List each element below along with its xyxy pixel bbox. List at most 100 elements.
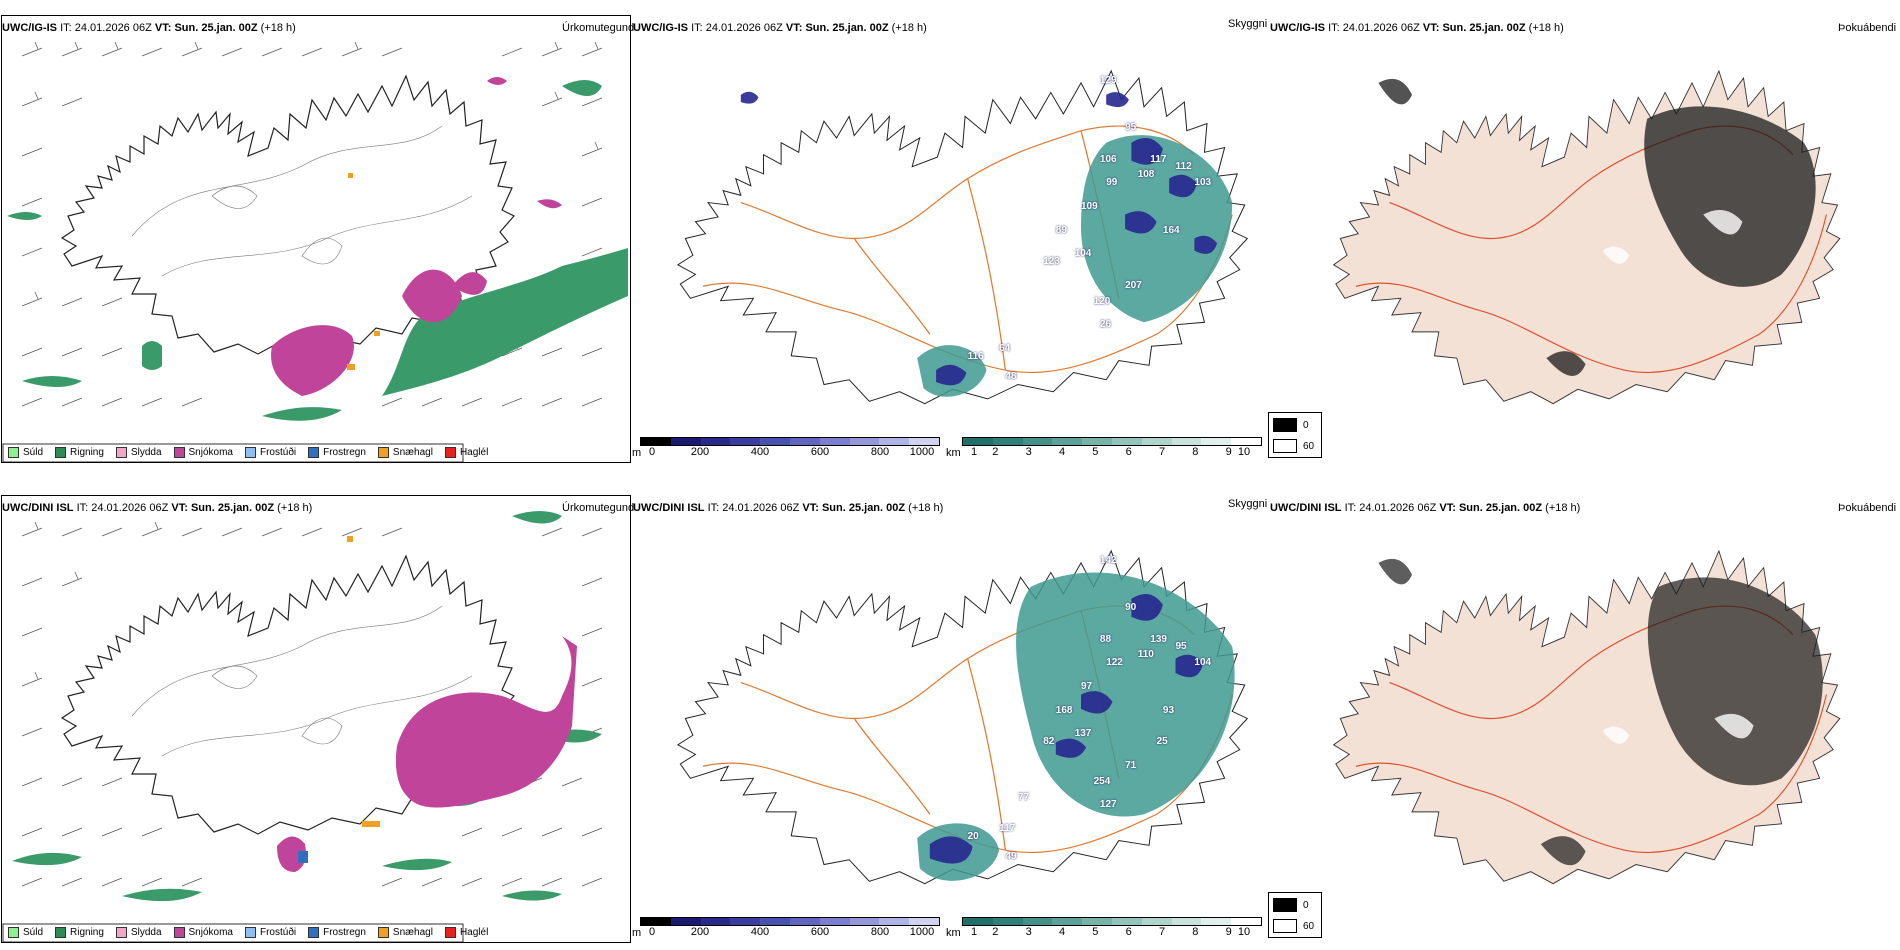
colorbar-cell bbox=[963, 438, 993, 445]
colorbar-cell bbox=[1052, 918, 1083, 925]
fog-swatch-light bbox=[1273, 919, 1297, 933]
height-colorbar-ticks: 0 200 400 600 800 1000 bbox=[640, 926, 940, 940]
visibility-value-label: 129 bbox=[1099, 74, 1117, 86]
visibility-panel-header: UWC/IG-IS IT: 24.01.2026 06Z VT: Sun. 25… bbox=[633, 22, 927, 34]
legend-swatch bbox=[8, 927, 19, 938]
fog-dense-areas bbox=[1378, 78, 1816, 376]
visibility-value-label: 90 bbox=[1125, 601, 1137, 613]
visibility-value-label: 64 bbox=[999, 343, 1011, 355]
colorbar-tick-label: 600 bbox=[810, 446, 830, 458]
legend-label: Frostregn bbox=[323, 447, 366, 458]
colorbar-cell bbox=[909, 918, 939, 925]
legend-label: Frostúði bbox=[259, 927, 297, 938]
model-name: UWC/DINI ISL bbox=[2, 502, 74, 514]
visibility-value-label: 26 bbox=[1099, 319, 1112, 331]
colorbar-cell bbox=[849, 438, 880, 445]
model-name: UWC/IG-IS bbox=[2, 22, 57, 34]
colorbar-tick-label: 3 bbox=[1025, 926, 1032, 938]
colorbar-cell bbox=[760, 438, 790, 445]
precip-type-map-svg bbox=[2, 511, 603, 943]
legend-item: Snjókoma bbox=[173, 927, 233, 938]
colorbar-tick-label: 10 bbox=[1237, 446, 1251, 458]
visibility-value-label: 99 bbox=[1106, 177, 1118, 189]
lead-time: (+18 h) bbox=[908, 502, 944, 514]
fog-legend-label: 0 bbox=[1303, 419, 1309, 431]
fog-map bbox=[1300, 515, 1860, 910]
road-network bbox=[702, 125, 1233, 374]
colorbar-cell bbox=[700, 918, 731, 925]
legend-item: Haglél bbox=[444, 447, 488, 458]
visibility-value-label: 82 bbox=[1043, 736, 1055, 748]
colorbar-tick-label: 1000 bbox=[909, 446, 935, 458]
it-value: 24.01.2026 06Z bbox=[91, 502, 169, 514]
colorbar-cell bbox=[1201, 438, 1232, 445]
distance-colorbar-bar bbox=[962, 917, 1262, 926]
fog-legend-label: 60 bbox=[1303, 920, 1315, 932]
colorbar-tick-label: 9 bbox=[1225, 926, 1232, 938]
distance-colorbar-unit: km bbox=[946, 447, 961, 459]
visibility-value-label: 109 bbox=[1081, 200, 1098, 212]
legend-item: Súld bbox=[8, 927, 43, 938]
colorbar-tick-label: 800 bbox=[870, 446, 890, 458]
model-name: UWC/IG-IS bbox=[633, 22, 688, 34]
legend-label: Snjókoma bbox=[188, 447, 233, 458]
visibility-value-label: 88 bbox=[1099, 633, 1112, 645]
distance-colorbar-bar bbox=[962, 437, 1262, 446]
precip-snow-areas bbox=[271, 77, 562, 396]
colorbar-cell bbox=[789, 918, 820, 925]
colorbar-cell bbox=[700, 438, 731, 445]
legend-label: Haglél bbox=[459, 927, 489, 938]
visibility-low-areas bbox=[929, 594, 1204, 864]
colorbar-cell bbox=[819, 438, 850, 445]
colorbar-cell bbox=[1171, 438, 1202, 445]
colorbar-tick-label: 10 bbox=[1237, 926, 1251, 938]
it-label: IT: bbox=[60, 22, 72, 34]
colorbar-tick-label: 0 bbox=[648, 446, 656, 458]
colorbar-tick-label: 7 bbox=[1158, 446, 1166, 458]
colorbar-tick-label: 0 bbox=[648, 926, 656, 938]
colorbar-cell bbox=[1201, 918, 1232, 925]
vt-value: Sun. 25.jan. 00Z bbox=[805, 22, 889, 34]
fog-legend-row: 0 bbox=[1273, 418, 1309, 432]
row-2: UWC/DINI ISL IT: 24.01.2026 06Z VT: Sun.… bbox=[0, 480, 1900, 950]
wind-barbs bbox=[21, 41, 603, 407]
it-label: IT: bbox=[1344, 502, 1357, 514]
colorbar-cell bbox=[879, 438, 910, 445]
legend-label: Snæhagl bbox=[392, 927, 433, 938]
colorbar-cell bbox=[670, 918, 701, 925]
visibility-value-label: 108 bbox=[1137, 169, 1155, 181]
fog-legend-row: 60 bbox=[1273, 919, 1314, 933]
legend-item: Súld bbox=[8, 447, 43, 458]
precip-freezing-spots bbox=[298, 851, 308, 863]
visibility-value-label: 164 bbox=[1162, 224, 1180, 236]
legend-swatch bbox=[244, 447, 256, 458]
field-fog: Þokuábendi bbox=[1838, 22, 1897, 34]
visibility-value-label: 123 bbox=[1043, 256, 1060, 268]
wind-barbs bbox=[21, 521, 603, 887]
legend-swatch bbox=[55, 927, 67, 938]
colorbar-cell bbox=[760, 918, 790, 925]
visibility-value-label: 104 bbox=[1194, 657, 1212, 669]
it-value: 24.01.2026 06Z bbox=[1359, 502, 1437, 514]
it-value: 24.01.2026 06Z bbox=[74, 22, 152, 34]
visibility-value-label: 49 bbox=[1005, 850, 1017, 862]
precip-type-map: Súld Rigning Slydda Snjókoma Frostúði Fr… bbox=[1, 15, 631, 463]
vt-label: VT: bbox=[1422, 22, 1440, 34]
legend-swatch bbox=[377, 447, 389, 458]
visibility-value-label: 110 bbox=[1137, 649, 1154, 661]
it-value: 24.01.2026 06Z bbox=[722, 502, 800, 514]
height-colorbar: m 0 200 400 600 800 1000 bbox=[632, 437, 940, 460]
field-precip-type: Úrkomutegund bbox=[562, 22, 635, 34]
colorbar-tick-label: 1 bbox=[970, 446, 978, 458]
colorbar-cell bbox=[1082, 438, 1112, 445]
height-colorbar-ticks: 0 200 400 600 800 1000 bbox=[640, 446, 940, 460]
legend-swatch bbox=[115, 447, 127, 458]
field-fog: Þokuábendi bbox=[1838, 502, 1897, 514]
colorbar-cell bbox=[849, 918, 880, 925]
fog-map-svg bbox=[1333, 550, 1841, 885]
visibility-value-label: 142 bbox=[1099, 554, 1117, 566]
lead-time: (+18 h) bbox=[260, 22, 296, 34]
colorbar-tick-label: 6 bbox=[1125, 446, 1132, 458]
height-colorbar-bar bbox=[640, 437, 940, 446]
fog-legend-label: 0 bbox=[1303, 899, 1309, 911]
